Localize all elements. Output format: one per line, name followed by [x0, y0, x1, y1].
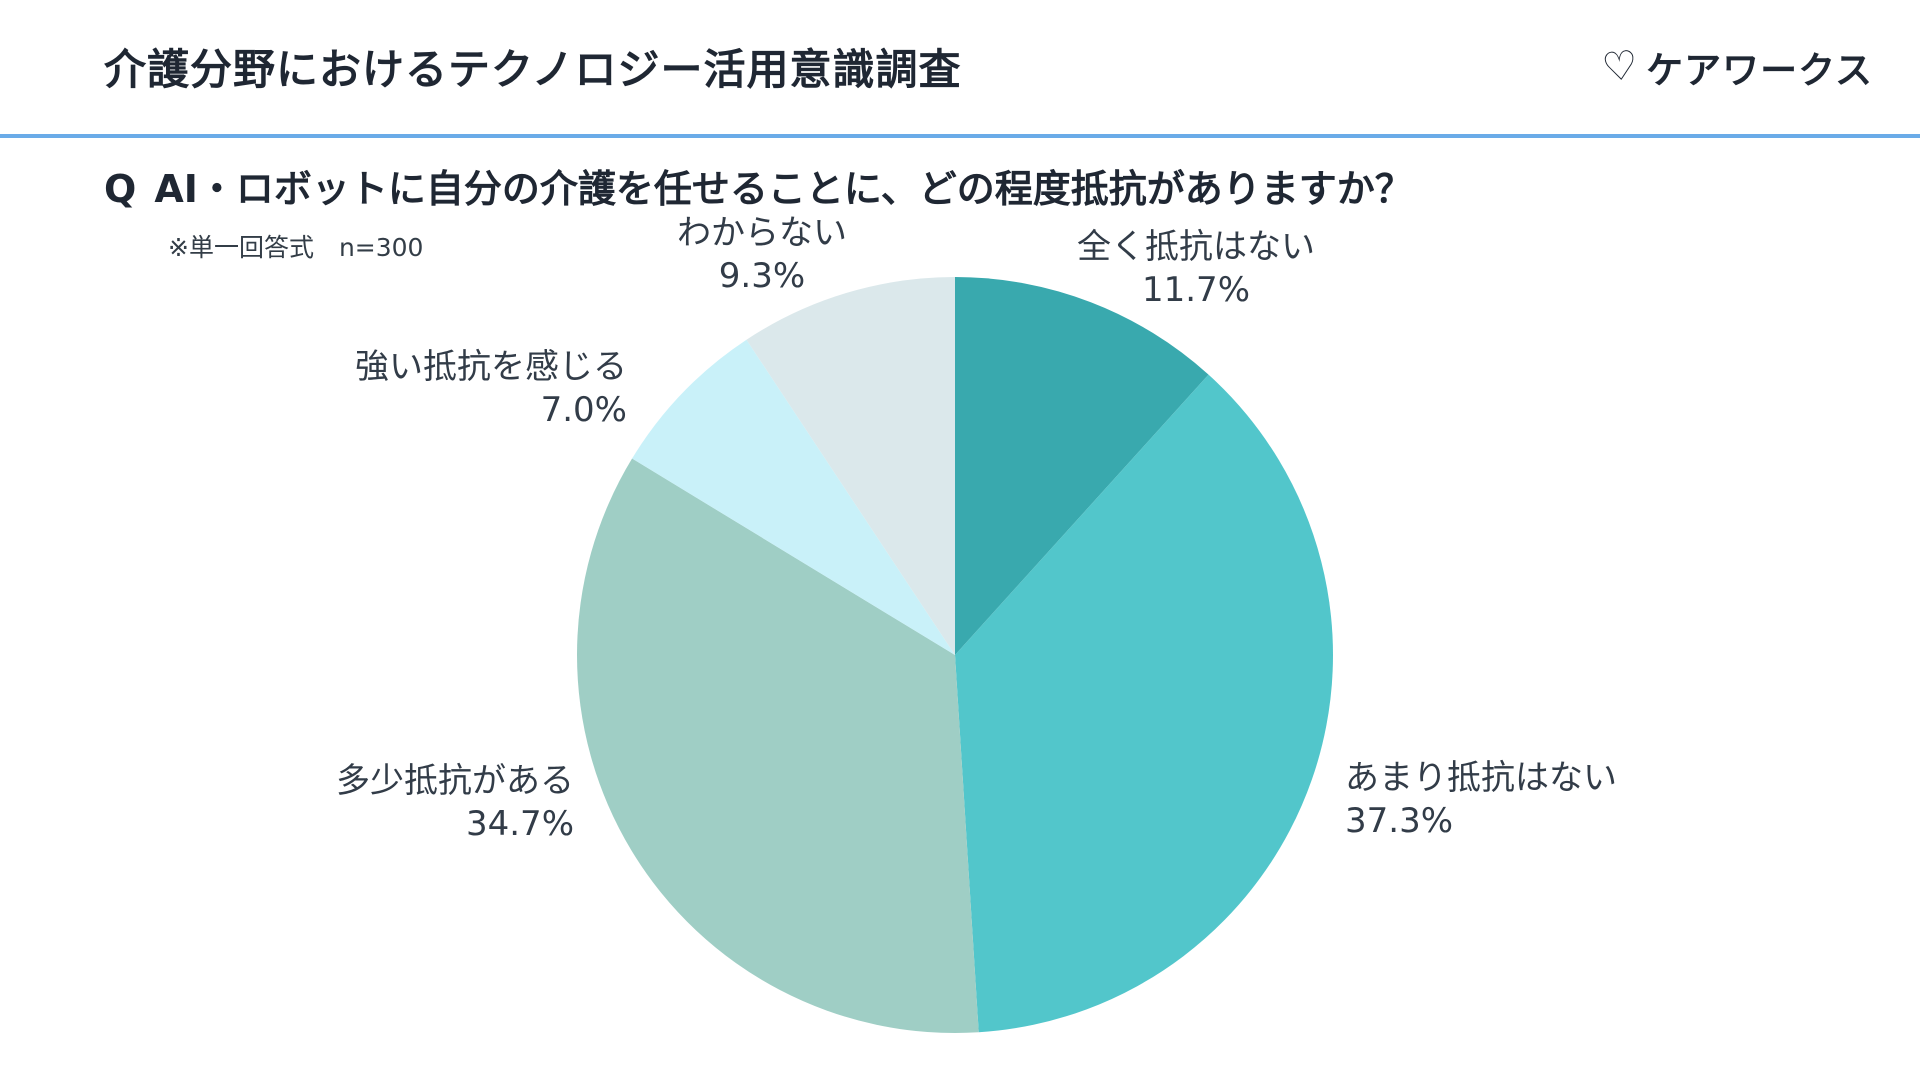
header: 介護分野におけるテクノロジー活用意識調査 ♡ ケアワークス — [0, 0, 1920, 134]
pie-label-value: 7.0% — [540, 389, 627, 430]
question-heading: Q AI・ロボットに自分の介護を任せることに、どの程度抵抗がありますか？ — [104, 158, 1413, 213]
header-divider — [0, 134, 1920, 138]
pie-label-name: わからない — [677, 213, 847, 253]
pie-label-no-resistance-at-all: 全く抵抗はない 11.7% — [1046, 226, 1346, 312]
logo: ♡ ケアワークス — [1600, 40, 1873, 94]
pie-label-value: 9.3% — [718, 255, 806, 296]
pie-label-some-resistance: 多少抵抗がある 34.7% — [224, 760, 574, 846]
pie-chart — [577, 277, 1333, 1033]
pie-label-little-resistance: あまり抵抗はない 37.3% — [1345, 757, 1705, 843]
question-prefix: Q — [104, 167, 137, 211]
logo-text: ケアワークス — [1646, 49, 1873, 92]
pie-label-strong-resistance: 強い抵抗を感じる 7.0% — [277, 346, 627, 432]
pie-label-dont-know: わからない 9.3% — [612, 212, 912, 298]
pie-slice-4 — [746, 277, 955, 655]
pie-label-name: 強い抵抗を感じる — [355, 347, 627, 387]
pie-slice-2 — [577, 458, 979, 1033]
pie-label-value: 34.7% — [465, 803, 574, 844]
pie-label-name: 多少抵抗がある — [336, 761, 574, 801]
pie-slice-1 — [955, 374, 1333, 1033]
pie-slice-3 — [632, 339, 955, 655]
pie-label-name: 全く抵抗はない — [1077, 227, 1315, 267]
pie-label-name: あまり抵抗はない — [1345, 758, 1617, 798]
pie-slice-0 — [955, 277, 1209, 655]
survey-note: ※単一回答式 n=300 — [168, 233, 424, 262]
question-text: AI・ロボットに自分の介護を任せることに、どの程度抵抗がありますか？ — [154, 167, 1413, 211]
page-title: 介護分野におけるテクノロジー活用意識調査 — [104, 45, 962, 94]
pie-label-value: 37.3% — [1345, 800, 1454, 841]
pie-label-value: 11.7% — [1141, 269, 1250, 310]
